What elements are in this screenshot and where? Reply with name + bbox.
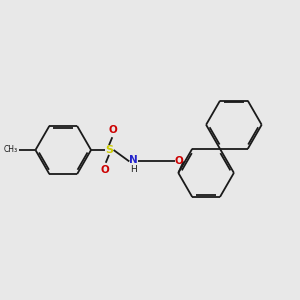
Text: H: H xyxy=(130,165,137,174)
Text: CH₃: CH₃ xyxy=(3,146,17,154)
Text: O: O xyxy=(175,156,184,167)
Text: O: O xyxy=(101,165,110,175)
Text: N: N xyxy=(129,155,138,165)
Text: S: S xyxy=(105,145,113,155)
Text: O: O xyxy=(109,125,117,135)
